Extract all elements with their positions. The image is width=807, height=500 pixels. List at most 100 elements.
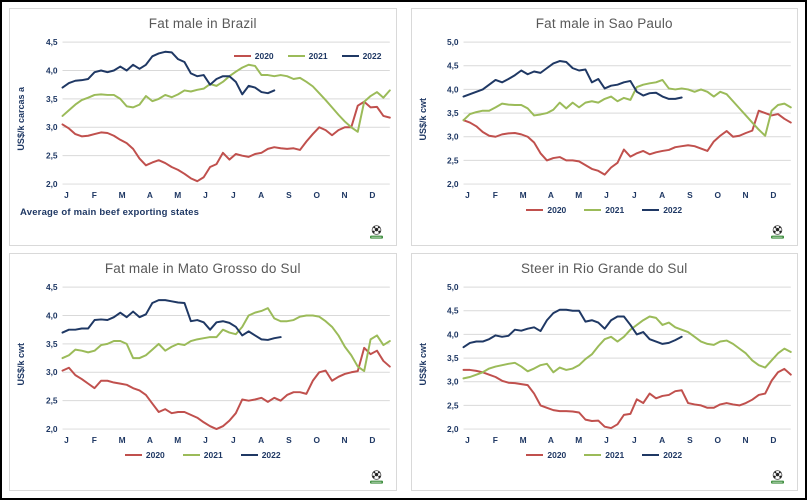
chart-title: Fat male in Sao Paulo xyxy=(535,16,673,31)
chart-title: Fat male in Mato Grosso do Sul xyxy=(104,261,301,276)
chart-footnote: Average of main beef exporting states xyxy=(20,207,200,218)
svg-text:2,5: 2,5 xyxy=(46,396,58,406)
svg-text:2,0: 2,0 xyxy=(46,424,58,434)
legend-line-2022 xyxy=(341,54,359,58)
svg-text:S: S xyxy=(286,435,292,445)
legend-line-2021 xyxy=(584,208,602,212)
svg-text:J: J xyxy=(203,435,208,445)
svg-text:O: O xyxy=(313,190,320,200)
svg-text:3,0: 3,0 xyxy=(447,132,459,142)
legend-line-2020 xyxy=(233,54,251,58)
svg-text:2,5: 2,5 xyxy=(46,151,58,161)
legend-label: 2020 xyxy=(547,450,567,460)
legend-label: 2022 xyxy=(663,205,683,215)
svg-text:4,5: 4,5 xyxy=(46,282,58,292)
svg-text:A: A xyxy=(659,190,665,200)
legend-label: 2022 xyxy=(362,51,382,61)
svg-text:S: S xyxy=(286,190,292,200)
legend-line-2021 xyxy=(182,453,200,457)
legend-line-2020 xyxy=(526,453,544,457)
svg-text:J: J xyxy=(231,190,236,200)
legend-item-2020: 2020 xyxy=(233,51,274,61)
line-chart-sao-paulo: 2,0 2,5 3,0 3,5 4,0 4,5 5,0 J F M A M J J A S O N D xyxy=(447,37,793,200)
svg-text:A: A xyxy=(147,435,153,445)
legend: 2020 2021 2022 xyxy=(10,450,396,460)
legend-item-2020: 2020 xyxy=(124,450,165,460)
y-axis-title: US$/k carcas a xyxy=(16,87,27,151)
svg-text:N: N xyxy=(743,190,749,200)
svg-text:4,5: 4,5 xyxy=(447,61,459,71)
legend-line-2022 xyxy=(642,208,660,212)
svg-text:3,0: 3,0 xyxy=(447,377,459,387)
svg-text:M: M xyxy=(520,435,527,445)
svg-text:4,5: 4,5 xyxy=(447,306,459,316)
svg-text:D: D xyxy=(369,190,375,200)
legend-item-2021: 2021 xyxy=(182,450,223,460)
line-chart-rio-grande: 2,0 2,5 3,0 3,5 4,0 4,5 5,0 J F M A M J J A S O N D xyxy=(447,282,793,445)
chart-panel-rio-grande: Steer in Rio Grande do Sul US$/k cwt 2,0… xyxy=(410,253,798,491)
legend-item-2022: 2022 xyxy=(642,450,682,460)
svg-text:M: M xyxy=(520,190,527,200)
chart-title: Steer in Rio Grande do Sul xyxy=(520,261,688,276)
svg-text:A: A xyxy=(258,435,264,445)
svg-text:2,5: 2,5 xyxy=(447,400,459,410)
svg-text:J: J xyxy=(632,190,637,200)
chart-body: US$/k cwt 2,0 2,5 3,0 3,5 4,0 4,5 J F M A M J J A S O N D xyxy=(10,278,396,450)
legend-item-2021: 2021 xyxy=(584,450,624,460)
legend-item-2021: 2021 xyxy=(584,205,624,215)
chart-body: US$/k cwt 2,0 2,5 3,0 3,5 4,0 4,5 5,0 J F M A M J J A S… xyxy=(412,33,798,205)
svg-text:N: N xyxy=(743,435,749,445)
legend-label: 2021 xyxy=(308,51,328,61)
svg-text:N: N xyxy=(341,190,347,200)
svg-text:4,0: 4,0 xyxy=(46,65,58,75)
svg-text:M: M xyxy=(118,190,125,200)
chart-panel-mato-grosso: Fat male in Mato Grosso do Sul US$/k cwt… xyxy=(9,253,397,491)
legend-item-2021: 2021 xyxy=(287,51,328,61)
legend: 2020 2021 2022 xyxy=(233,51,382,61)
legend-line-2020 xyxy=(124,453,142,457)
legend-label: 2021 xyxy=(605,205,625,215)
legend-line-2022 xyxy=(240,453,258,457)
svg-text:3,5: 3,5 xyxy=(46,94,58,104)
legend-line-2021 xyxy=(287,54,305,58)
svg-text:M: M xyxy=(575,435,582,445)
legend-line-2020 xyxy=(526,208,544,212)
svg-text:A: A xyxy=(258,190,264,200)
svg-text:N: N xyxy=(341,435,347,445)
legend-item-2022: 2022 xyxy=(642,205,682,215)
svg-text:M: M xyxy=(118,435,125,445)
svg-text:5,0: 5,0 xyxy=(447,282,459,292)
svg-text:4,5: 4,5 xyxy=(46,37,58,47)
chart-body: US$/k carcas a 2,0 2,5 3,0 3,5 4,0 4,5 J F M A M J J… xyxy=(10,33,396,205)
line-chart-mato-grosso: 2,0 2,5 3,0 3,5 4,0 4,5 J F M A M J J A S O N D xyxy=(46,282,391,445)
svg-text:O: O xyxy=(715,190,722,200)
legend-item-2022: 2022 xyxy=(341,51,382,61)
svg-text:5,0: 5,0 xyxy=(447,37,459,47)
svg-text:A: A xyxy=(548,190,554,200)
soccer-ball-globe-icon xyxy=(369,470,383,484)
svg-text:S: S xyxy=(687,190,693,200)
y-axis-title: US$/k cwt xyxy=(417,97,428,141)
legend-line-2021 xyxy=(584,453,602,457)
svg-text:4,0: 4,0 xyxy=(447,84,459,94)
legend-label: 2020 xyxy=(547,205,567,215)
svg-text:3,0: 3,0 xyxy=(46,367,58,377)
legend-label: 2020 xyxy=(145,450,165,460)
legend-item-2022: 2022 xyxy=(240,450,281,460)
svg-text:F: F xyxy=(91,190,96,200)
svg-text:3,5: 3,5 xyxy=(46,339,58,349)
svg-text:4,0: 4,0 xyxy=(46,310,58,320)
svg-text:F: F xyxy=(493,435,498,445)
svg-text:J: J xyxy=(64,190,69,200)
legend-label: 2022 xyxy=(261,450,281,460)
svg-text:3,0: 3,0 xyxy=(46,122,58,132)
svg-text:2,0: 2,0 xyxy=(447,179,459,189)
chart-panel-brazil: Fat male in Brazil 2020 2021 2022 US$/k … xyxy=(9,8,397,246)
legend-label: 2021 xyxy=(203,450,223,460)
svg-text:M: M xyxy=(174,435,181,445)
svg-text:F: F xyxy=(91,435,96,445)
svg-text:J: J xyxy=(604,190,609,200)
svg-text:A: A xyxy=(548,435,554,445)
